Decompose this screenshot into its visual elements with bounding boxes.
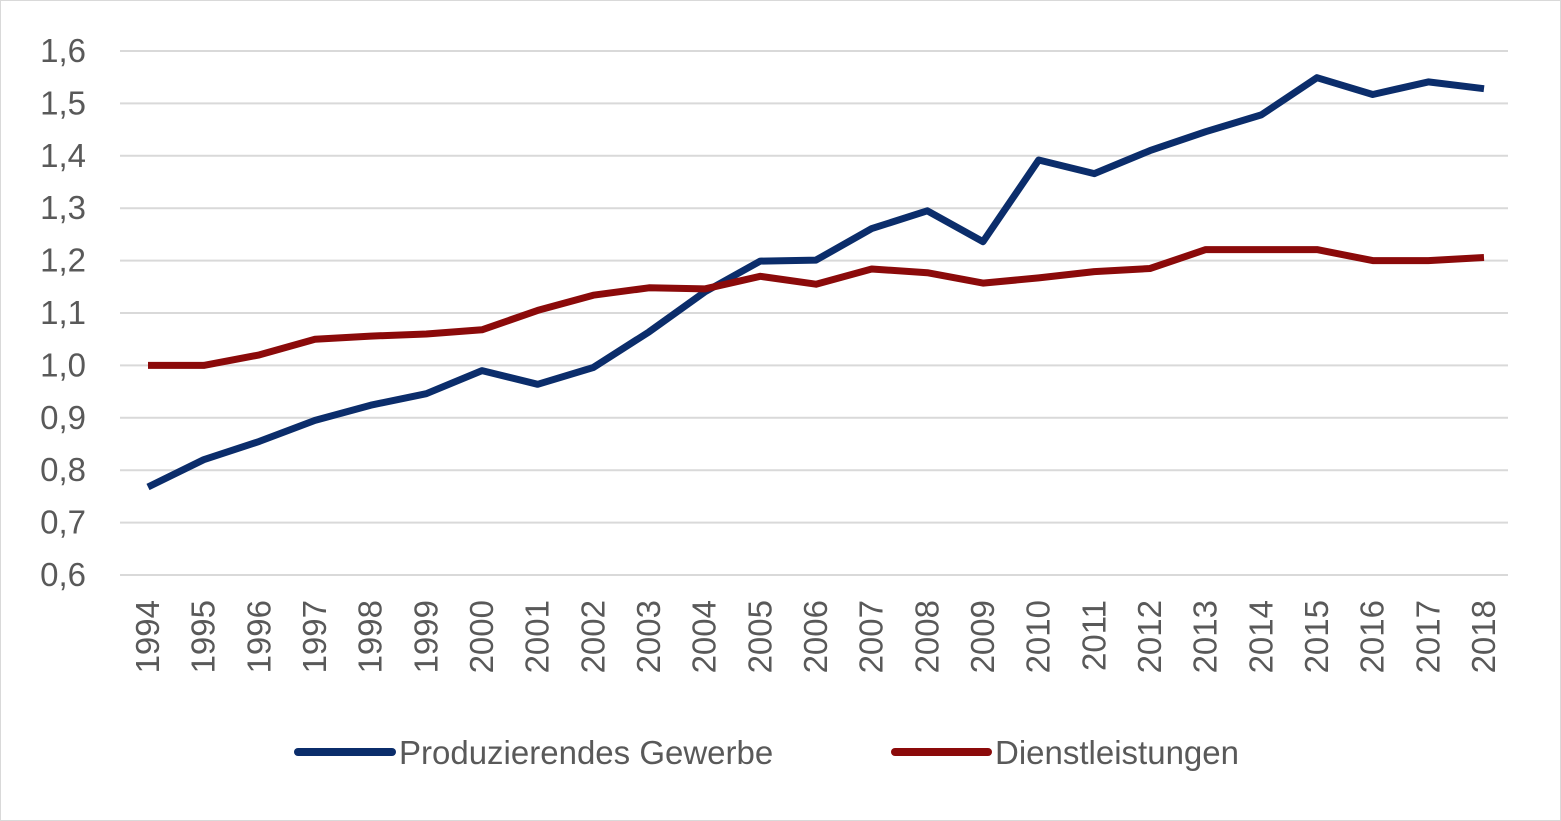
x-tick-label: 1995 bbox=[185, 600, 222, 673]
y-tick-label: 1,4 bbox=[40, 137, 86, 174]
gridlines bbox=[120, 50, 1508, 576]
legend-item: Dienstleistungen bbox=[891, 734, 1239, 771]
x-tick-label: 2006 bbox=[797, 600, 834, 673]
x-tick-label: 1994 bbox=[129, 600, 166, 673]
y-tick-label: 1,3 bbox=[40, 189, 86, 226]
x-tick-label: 2005 bbox=[741, 600, 778, 673]
x-tick-label: 1996 bbox=[240, 600, 277, 673]
series-1 bbox=[148, 246, 1485, 369]
y-tick-label: 0,8 bbox=[40, 451, 86, 488]
x-tick-label: 2002 bbox=[574, 600, 611, 673]
series-0 bbox=[146, 74, 1485, 491]
x-tick-label: 2007 bbox=[853, 600, 890, 673]
series-lines bbox=[146, 74, 1485, 491]
legend-label: Produzierendes Gewerbe bbox=[399, 734, 773, 771]
x-tick-label: 2008 bbox=[908, 600, 945, 673]
x-tick-label: 2003 bbox=[630, 600, 667, 673]
x-tick-label: 2011 bbox=[1075, 600, 1112, 671]
x-tick-label: 2017 bbox=[1409, 600, 1446, 673]
x-tick-label: 1998 bbox=[352, 600, 389, 673]
x-tick-label: 2000 bbox=[463, 600, 500, 673]
x-tick-label: 2015 bbox=[1298, 600, 1335, 673]
y-tick-label: 0,9 bbox=[40, 399, 86, 436]
y-tick-label: 1,5 bbox=[40, 84, 86, 121]
y-axis-tick-labels: 0,6 0,7 0,8 0,9 1,0 1,1 1,2 1,3 1,4 1,5 1,6 bbox=[40, 32, 86, 593]
x-tick-label: 2004 bbox=[686, 600, 723, 673]
legend: Produzierendes Gewerbe Dienstleistungen bbox=[294, 734, 1239, 771]
x-axis-tick-labels: 1994 1995 1996 1997 1998 1999 2000 2001 2002 2003… bbox=[129, 600, 1502, 673]
y-tick-label: 0,7 bbox=[40, 504, 86, 541]
x-tick-label: 1997 bbox=[296, 600, 333, 673]
series-line bbox=[146, 74, 1485, 491]
legend-item: Produzierendes Gewerbe bbox=[294, 734, 773, 771]
series-line bbox=[148, 246, 1485, 369]
x-tick-label: 2013 bbox=[1187, 600, 1224, 673]
x-tick-label: 1999 bbox=[407, 600, 444, 673]
y-tick-label: 1,1 bbox=[40, 294, 86, 331]
x-tick-label: 2016 bbox=[1354, 600, 1391, 673]
x-tick-label: 2012 bbox=[1131, 600, 1168, 673]
y-tick-label: 1,6 bbox=[40, 32, 86, 69]
x-tick-label: 2010 bbox=[1020, 600, 1057, 673]
y-tick-label: 0,6 bbox=[40, 556, 86, 593]
x-tick-label: 2001 bbox=[519, 600, 556, 673]
legend-label: Dienstleistungen bbox=[995, 734, 1239, 771]
y-tick-label: 1,2 bbox=[40, 242, 86, 279]
x-tick-label: 2018 bbox=[1465, 600, 1502, 673]
x-tick-label: 2014 bbox=[1242, 600, 1279, 673]
y-tick-label: 1,0 bbox=[40, 346, 86, 383]
x-tick-label: 2009 bbox=[964, 600, 1001, 673]
